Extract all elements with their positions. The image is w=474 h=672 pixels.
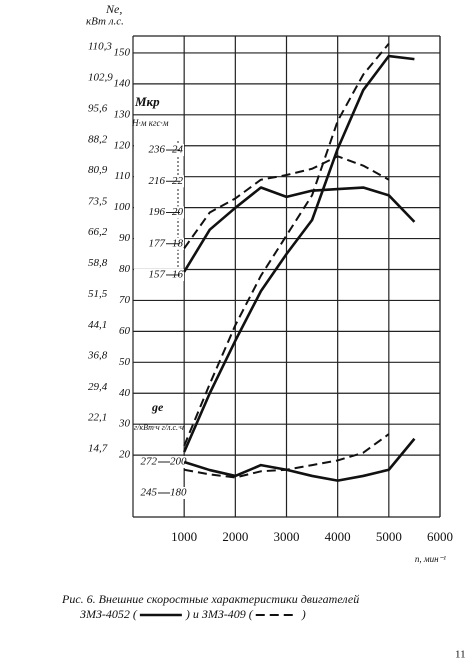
torque-tick-label: 20 <box>172 206 184 218</box>
y-tick-label: 80 <box>119 263 131 275</box>
line-ne <box>183 43 390 447</box>
y2-tick-label: 22,1 <box>88 412 107 424</box>
page-number: 11 <box>455 649 466 661</box>
ge-tick-label-kwh: 272 <box>141 456 158 468</box>
label-bg <box>134 206 184 219</box>
x-tick-label: 6000 <box>427 529 453 544</box>
y2-tick-label: 51,5 <box>88 288 108 300</box>
y2-tick-label: 73,5 <box>88 195 108 207</box>
legend-label: ЗМЗ-4052 <box>80 607 130 621</box>
y-label: Ne, <box>105 2 122 16</box>
legend-joiner: и <box>193 607 199 621</box>
ge-tick-label: 180 <box>170 487 187 499</box>
torque-tick-label-nm: 236 <box>149 144 166 156</box>
torque-units: Н·м кгс·м <box>131 118 169 128</box>
y2-tick-label: 110,3 <box>88 41 112 53</box>
y2-tick-label: 95,6 <box>88 102 108 114</box>
y-tick-label: 150 <box>114 46 131 58</box>
y2-tick-label: 80,9 <box>88 164 108 176</box>
legend-paren: ) <box>185 607 190 621</box>
x-tick-label: 3000 <box>274 529 300 544</box>
y2-tick-label: 14,7 <box>88 443 108 455</box>
y-tick-label: 90 <box>119 232 131 244</box>
x-tick-label: 5000 <box>376 529 402 544</box>
ge-tick-label-kwh: 245 <box>141 487 158 499</box>
ge-units: г/кВт·ч г/л.с.·ч <box>134 423 184 432</box>
y2-tick-label: 66,2 <box>88 226 108 238</box>
label-bg <box>134 237 184 250</box>
legend-paren: ( <box>249 607 254 621</box>
line-ge <box>183 437 416 482</box>
y2-tick-label: 29,4 <box>88 381 108 393</box>
y2-tick-label: 36,8 <box>87 350 108 362</box>
y-tick-label: 30 <box>118 418 131 430</box>
torque-tick-label: 16 <box>172 268 184 280</box>
x-label: n, мин⁻¹ <box>415 554 446 564</box>
torque-tick-label: 18 <box>172 237 184 249</box>
line-ge <box>183 433 390 479</box>
torque-tick-label-nm: 196 <box>149 206 166 218</box>
legend-paren: ) <box>301 607 306 621</box>
torque-label: Mкр <box>134 94 160 109</box>
torque-tick-label: 22 <box>172 175 184 187</box>
label-bg <box>134 175 184 188</box>
y2-tick-label: 44,1 <box>88 319 107 331</box>
label-bg <box>134 268 184 281</box>
y2-tick-label: 88,2 <box>88 134 108 146</box>
x-tick-label: 2000 <box>222 529 248 544</box>
y-tick-label: 120 <box>114 139 131 151</box>
legend-paren: ( <box>133 607 138 621</box>
line-torque <box>183 186 416 273</box>
y-tick-label: 110 <box>114 170 130 182</box>
y2-tick-label: 102,9 <box>88 72 113 84</box>
y-tick-label: 130 <box>114 108 131 120</box>
line-torque <box>183 155 390 250</box>
y-tick-label: 60 <box>119 325 131 337</box>
y-tick-label: 70 <box>119 294 131 306</box>
ge-tick-label: 200 <box>170 456 187 468</box>
legend-label: ЗМЗ-409 <box>202 607 246 621</box>
y2-tick-label: 58,8 <box>88 257 108 269</box>
y-tick-label: 20 <box>119 449 131 461</box>
x-tick-label: 4000 <box>325 529 351 544</box>
x-tick-label: 1000 <box>171 529 197 544</box>
torque-tick-label-nm: 177 <box>149 237 166 249</box>
y-units: кВт л.с. <box>86 16 124 28</box>
y-tick-label: 50 <box>119 356 131 368</box>
label-bg <box>134 144 184 157</box>
torque-tick-label: 24 <box>172 144 184 156</box>
y-tick-label: 40 <box>119 387 131 399</box>
y-tick-label: 140 <box>114 77 131 89</box>
torque-tick-label-nm: 157 <box>149 268 166 280</box>
ge-label: ge <box>151 400 164 414</box>
y-tick-label: 100 <box>114 201 131 213</box>
torque-tick-label-nm: 216 <box>149 175 166 187</box>
line-ne <box>182 54 415 453</box>
caption: Рис. 6. Внешние скоростные характеристик… <box>61 592 359 606</box>
